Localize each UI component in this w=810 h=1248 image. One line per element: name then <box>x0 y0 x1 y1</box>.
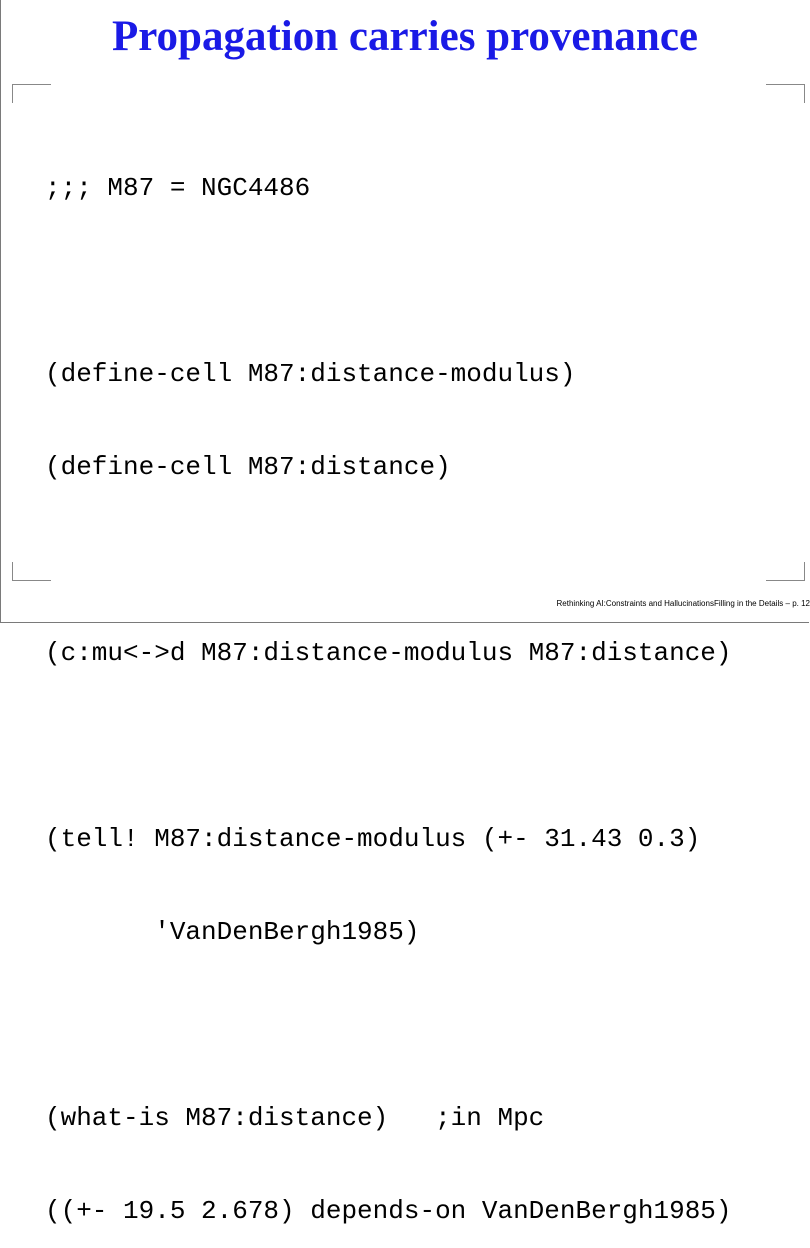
slide-frame <box>0 0 809 623</box>
frame-corner-top-right <box>766 84 805 103</box>
code-line: (c:mu<->d M87:distance-modulus M87:dista… <box>45 638 732 668</box>
frame-corner-bottom-left <box>12 562 51 581</box>
code-line-blank <box>45 731 732 762</box>
code-line: ;;; M87 = NGC4486 <box>45 173 311 203</box>
code-line: (define-cell M87:distance) <box>45 452 451 482</box>
code-line: (tell! M87:distance-modulus (+- 31.43 0.… <box>45 824 701 854</box>
code-line: (what-is M87:distance) ;in Mpc <box>45 1103 545 1133</box>
code-block: ;;; M87 = NGC4486 (define-cell M87:dista… <box>45 111 732 1248</box>
frame-corner-bottom-right <box>766 562 805 581</box>
code-line-blank <box>45 266 732 297</box>
frame-corner-top-left <box>12 84 51 103</box>
slide-title: Propagation carries provenance <box>111 13 698 60</box>
code-line: ((+- 19.5 2.678) depends-on VanDenBergh1… <box>45 1196 732 1226</box>
code-line: (define-cell M87:distance-modulus) <box>45 359 576 389</box>
code-line-blank <box>45 545 732 576</box>
code-line: 'VanDenBergh1985) <box>45 917 420 947</box>
slide-footer: Rethinking AI:Constraints and Hallucinat… <box>556 599 810 608</box>
code-line-blank <box>45 1010 732 1041</box>
